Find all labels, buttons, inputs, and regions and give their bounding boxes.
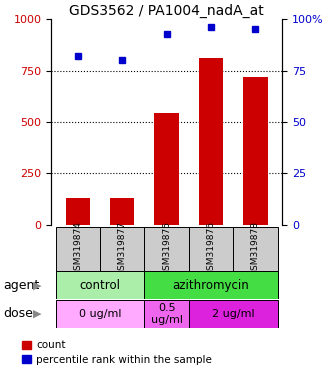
Title: GDS3562 / PA1004_nadA_at: GDS3562 / PA1004_nadA_at xyxy=(69,4,264,18)
Text: ▶: ▶ xyxy=(33,280,42,290)
Bar xyxy=(145,271,278,299)
Text: 0 ug/ml: 0 ug/ml xyxy=(79,309,121,319)
Bar xyxy=(145,300,189,328)
Text: GSM319874: GSM319874 xyxy=(73,221,82,276)
Bar xyxy=(243,77,268,225)
Legend: count, percentile rank within the sample: count, percentile rank within the sample xyxy=(22,341,212,364)
Bar xyxy=(145,227,189,271)
Bar xyxy=(55,271,145,299)
Bar xyxy=(199,58,223,225)
Text: 2 ug/ml: 2 ug/ml xyxy=(212,309,255,319)
Text: dose: dose xyxy=(3,307,33,320)
Bar xyxy=(233,227,278,271)
Text: 0.5
ug/ml: 0.5 ug/ml xyxy=(151,303,182,324)
Bar xyxy=(154,113,179,225)
Text: GSM319877: GSM319877 xyxy=(118,221,127,276)
Text: ▶: ▶ xyxy=(33,309,42,319)
Text: agent: agent xyxy=(3,279,40,292)
Bar xyxy=(110,198,134,225)
Text: GSM319875: GSM319875 xyxy=(162,221,171,276)
Bar xyxy=(55,300,145,328)
Text: GSM319878: GSM319878 xyxy=(251,221,260,276)
Bar xyxy=(66,198,90,225)
Text: GSM319876: GSM319876 xyxy=(207,221,215,276)
Bar xyxy=(189,227,233,271)
Text: control: control xyxy=(80,279,120,292)
Bar xyxy=(100,227,145,271)
Bar xyxy=(55,227,100,271)
Text: azithromycin: azithromycin xyxy=(173,279,249,292)
Bar xyxy=(189,300,278,328)
